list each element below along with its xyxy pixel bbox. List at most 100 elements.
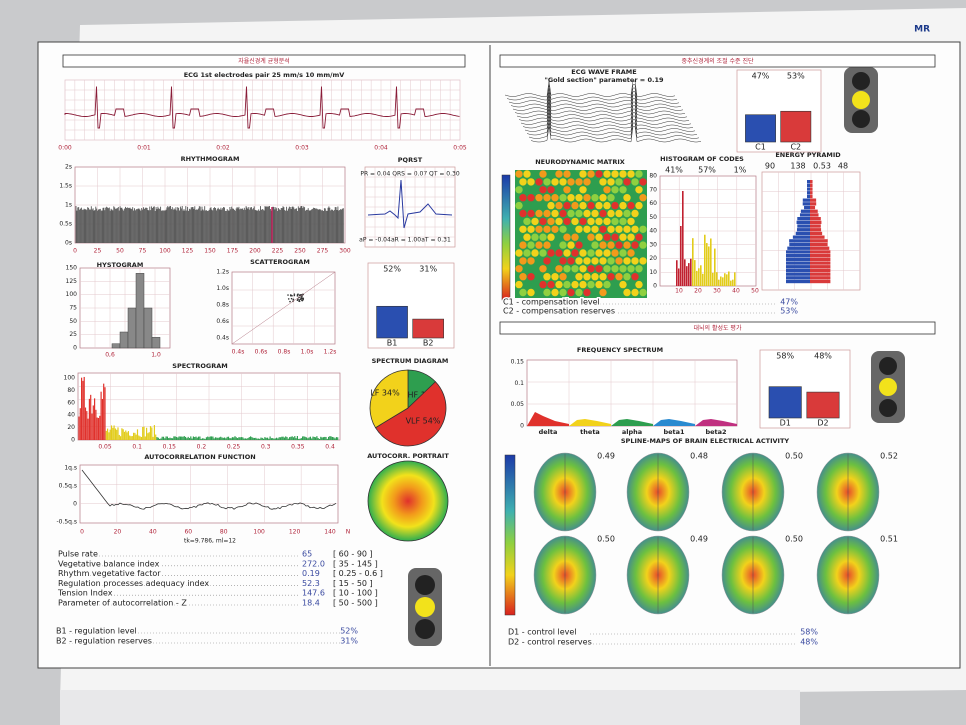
matrix-cell [611, 170, 619, 178]
scatter-dot [298, 294, 301, 297]
hist-bar [151, 337, 161, 349]
scatter-dot [300, 296, 302, 299]
pyramid-bar [810, 261, 831, 265]
scatter-dot [301, 297, 304, 299]
matrix-cell [627, 217, 635, 226]
matrix-cell [567, 241, 575, 249]
matrix-cell [607, 241, 615, 249]
matrix-cell [575, 241, 583, 249]
y-tick-label: 0.4s [216, 335, 229, 342]
y-tick-label: 25 [69, 331, 77, 338]
level-label: B2 - regulation reserves [56, 637, 152, 646]
pyramid-bar [796, 228, 810, 232]
traffic-light-mid [871, 351, 905, 423]
matrix-cell [567, 225, 575, 233]
x-tick-label: 200 [249, 248, 261, 255]
x-tick-label: 40 [149, 529, 157, 536]
scatter-dot [289, 300, 291, 303]
x-tick-label: 300 [339, 248, 351, 255]
scatter-dot [291, 294, 293, 297]
map-value: 0.49 [690, 535, 708, 544]
band-label: beta2 [705, 428, 726, 436]
matrix-cell [607, 257, 615, 265]
y-tick-label: 60 [67, 399, 75, 406]
pyramid-bar [786, 279, 810, 284]
bar-value-label: 58% [776, 352, 794, 361]
matrix-cell [551, 209, 559, 218]
matrix-cell [627, 186, 635, 194]
matrix-cell [615, 288, 623, 297]
pyramid-bar [786, 276, 810, 280]
matrix-cell [615, 178, 623, 186]
pyramid-bar [810, 279, 831, 284]
matrix-cell [639, 241, 647, 249]
bar-value-label: 52% [383, 265, 401, 274]
map-value: 0.50 [785, 535, 803, 544]
matrix-cell [611, 265, 619, 273]
matrix-cell [527, 209, 535, 218]
pyramid-bar [807, 183, 810, 187]
pyramid-bar [789, 242, 810, 247]
chart-subtitle: "Gold section" parameter = 0.19 [544, 76, 664, 84]
code-bar [692, 238, 694, 286]
matrix-cell [551, 273, 559, 281]
hist-bar [119, 331, 129, 349]
matrix-cell [591, 273, 599, 281]
pyramid-bar [810, 209, 818, 213]
matrix-cell [543, 194, 551, 202]
code-bar [708, 246, 710, 286]
bar [412, 318, 444, 339]
x-tick-label: 20 [694, 288, 702, 295]
chart-title: ECG 1st electrodes pair 25 mm/s 10 mm/mV [184, 71, 345, 79]
x-tick-label: 10 [675, 288, 683, 295]
y-tick-label: 75 [69, 305, 77, 312]
x-tick-label: 1.2s [324, 349, 337, 356]
matrix-cell [547, 233, 555, 241]
y-tick-label: 0.6s [216, 318, 229, 325]
matrix-cell [535, 241, 543, 249]
matrix-cell [591, 288, 599, 297]
x-tick-label: 0:03 [295, 145, 309, 152]
param-range: [ 35 - 145 ] [333, 559, 378, 568]
matrix-cell [559, 241, 567, 249]
code-bar [690, 258, 692, 286]
matrix-cell [623, 178, 631, 186]
wave-frame-line [528, 122, 700, 139]
matrix-cell [531, 186, 539, 194]
bar-category-label: C1 [755, 143, 766, 152]
matrix-cell [623, 241, 631, 249]
pyramid-bar [807, 187, 810, 191]
y-tick-label: 0 [653, 283, 657, 290]
matrix-cell [595, 265, 603, 273]
pyramid-bar [810, 224, 821, 228]
x-tick-label: 0 [80, 529, 84, 536]
matrix-cell [627, 201, 635, 210]
control-label: D1 - control level [508, 628, 577, 637]
matrix-cell [635, 265, 643, 273]
matrix-cell [559, 288, 567, 297]
x-tick-label: 140 [324, 529, 336, 536]
code-bar [734, 272, 736, 286]
param-label: Rhythm vegetative factor [58, 569, 161, 578]
y-tick-label: 0 [71, 437, 75, 444]
bar-category-label: D2 [817, 419, 828, 428]
x-tick-label: 250 [294, 248, 306, 255]
bar [768, 386, 802, 419]
map-value: 0.52 [880, 452, 898, 461]
pyramid-bar [810, 239, 828, 243]
matrix-cell [603, 280, 611, 289]
matrix-cell [619, 265, 627, 273]
pyramid-bar [810, 268, 831, 273]
pyramid-bar [810, 180, 813, 184]
code-bar [724, 273, 726, 286]
x-tick-label: 1,0 [151, 352, 161, 359]
matrix-cell [599, 257, 607, 265]
matrix-cell [515, 249, 523, 257]
matrix-cell [595, 280, 603, 289]
x-tick-label: 50 [116, 248, 124, 255]
matrix-cell [635, 201, 643, 210]
matrix-cell [623, 194, 631, 202]
code-bar [718, 279, 720, 286]
matrix-cell [631, 273, 639, 281]
matrix-cell [583, 194, 591, 202]
